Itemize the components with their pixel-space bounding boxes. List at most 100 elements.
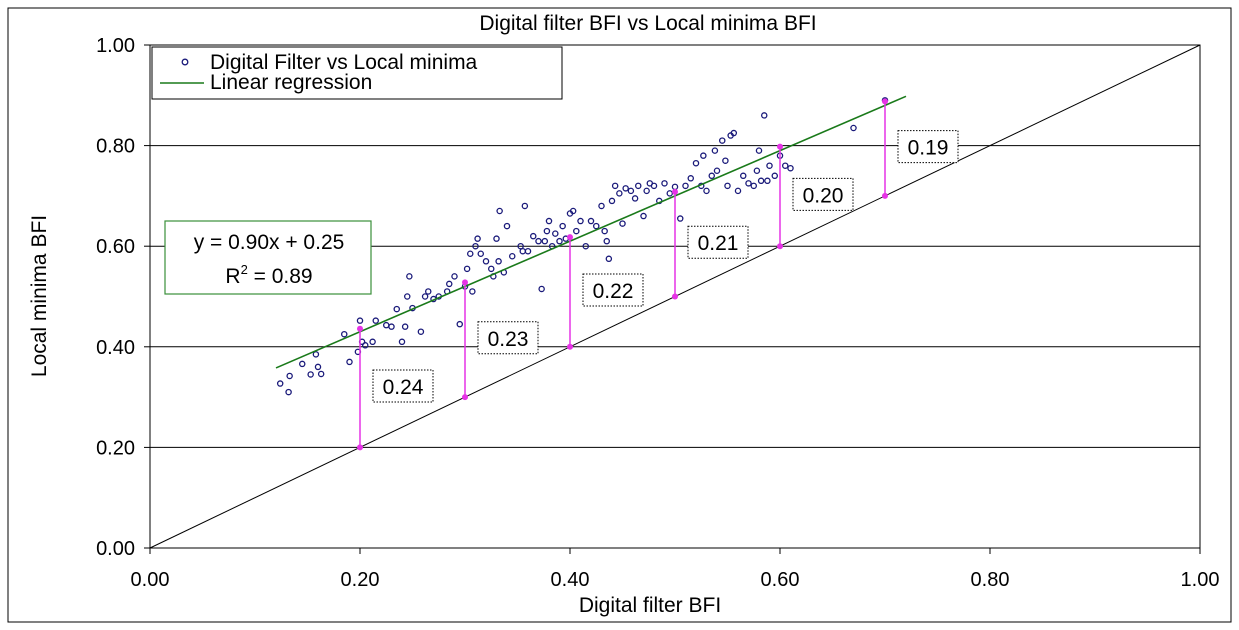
data-point [682,182,689,190]
data-point [761,112,768,119]
data-point [369,338,376,346]
data-point [285,388,292,396]
difference-low-marker [567,343,573,350]
data-point [314,363,322,371]
data-point [346,358,353,366]
difference-label: 0.20 [803,184,844,207]
legend-box [151,46,563,100]
data-point [755,147,763,154]
data-point [611,182,619,190]
data-point [472,242,479,250]
data-point [496,207,503,215]
data-point [530,232,537,240]
data-point [463,265,471,273]
regression-line [275,95,907,369]
difference-label: 0.19 [908,137,949,160]
data-point [771,172,779,180]
data-point [601,227,608,235]
data-point [451,273,458,280]
data-point [398,338,406,346]
y-tick-label: 0.40 [96,337,135,359]
x-tick-label: 0.20 [341,569,380,591]
data-point [340,330,348,338]
y-axis-label: Local minima BFI [28,215,51,377]
data-point [445,280,453,288]
data-point [724,182,731,190]
data-point [573,227,580,235]
data-point [619,220,626,227]
data-point [469,288,476,295]
data-point [661,180,668,187]
data-point [477,250,484,257]
data-point [535,237,542,245]
data-point [577,217,584,225]
equation-frame [164,220,372,295]
data-point [545,217,553,225]
legend-line-label: Linear regression [210,71,372,94]
data-point [627,187,635,195]
difference-label-box [582,273,644,307]
data-point [372,317,379,324]
data-point [605,255,613,263]
data-point [388,323,395,330]
data-point [569,207,577,215]
data-point [740,172,747,180]
data-point [745,180,752,187]
data-point [692,159,700,167]
data-point [356,317,364,324]
difference-label-box [897,130,959,164]
data-point [713,167,721,174]
data-point [700,152,707,159]
legend: Digital Filter vs Local minima Linear re… [151,46,563,100]
difference-low-marker [777,243,783,250]
data-point [603,237,611,245]
data-point [635,182,642,190]
data-point [552,230,559,237]
data-point [508,253,516,260]
data-point [631,195,639,202]
chart-frame [7,7,1232,623]
data-point [286,372,293,380]
data-point [317,370,325,378]
data-point [687,175,695,182]
y-tick-label: 1.00 [96,35,135,57]
r-squared: R2 = 0.89 [225,262,312,288]
data-point [298,360,306,368]
data-point [677,215,684,222]
data-point [493,235,500,242]
legend-scatter-label: Digital Filter vs Local minima [210,51,478,74]
data-point [766,162,773,169]
difference-label-box [372,369,434,403]
data-point [474,235,481,242]
y-tick-label: 0.80 [96,136,135,158]
difference-low-marker [357,444,363,451]
difference-label-box [687,225,749,259]
data-point [764,177,771,185]
data-point [403,293,411,300]
data-point [521,202,529,210]
data-point [495,258,502,265]
data-point [456,320,463,328]
difference-high-marker [672,188,678,195]
data-point [782,162,789,169]
difference-high-marker [882,98,888,105]
chart-title: Digital filter BFI vs Local minima BFI [479,12,816,35]
data-point [361,342,369,349]
data-point [608,197,616,205]
y-tick-label: 0.60 [96,236,135,258]
difference-label-box [792,177,854,211]
data-point [593,222,600,230]
difference-label: 0.21 [698,232,739,255]
difference-label-box [477,321,539,355]
data-point [466,250,474,257]
legend-scatter-icon [181,58,189,66]
data-point [708,172,716,180]
data-point [503,222,511,230]
difference-markers: 0.24 0.23 0.22 0.21 0.20 0.19 [357,98,959,451]
data-point [482,258,490,265]
x-tick-label: 1.00 [1181,569,1220,591]
data-point [730,129,738,137]
difference-low-marker [462,394,468,401]
y-tick-label: 0.20 [96,437,135,459]
x-tick-label: 0.80 [971,569,1010,591]
